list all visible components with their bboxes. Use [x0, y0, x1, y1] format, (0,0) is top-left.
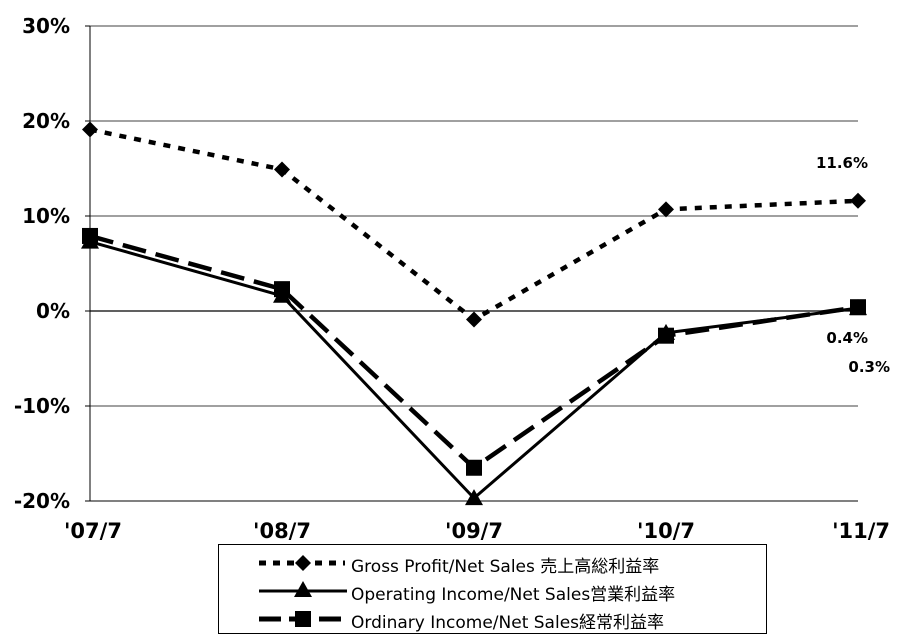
annotation-operating-last: 0.3% — [848, 358, 890, 376]
legend-item-operating: Operating Income/Net Sales営業利益率 — [219, 577, 766, 605]
x-tick-label: '08/7 — [253, 519, 311, 543]
y-tick-label: 30% — [22, 14, 70, 38]
y-tick-label: -10% — [14, 394, 70, 418]
y-tick-labels: 30% 20% 10% 0% -10% -20% — [14, 14, 70, 513]
legend-item-ordinary: Ordinary Income/Net Sales経常利益率 — [219, 605, 766, 633]
point-square — [466, 459, 482, 476]
legend-label-ordinary: Ordinary Income/Net Sales経常利益率 — [351, 613, 665, 633]
point-square — [274, 281, 290, 298]
data-annotations: 11.6% 0.4% 0.3% — [816, 154, 890, 376]
legend-swatch-gross — [259, 555, 345, 571]
point-diamond — [82, 121, 98, 138]
point-square — [82, 227, 98, 244]
chart-legend: Gross Profit/Net Sales 売上高総利益率 Operating… — [218, 544, 767, 634]
legend-label-operating: Operating Income/Net Sales営業利益率 — [351, 585, 676, 605]
x-tick-label: '09/7 — [445, 519, 503, 543]
point-square — [658, 327, 674, 344]
y-tick-label: 20% — [22, 109, 70, 133]
point-diamond — [274, 161, 290, 178]
x-tick-label: '07/7 — [64, 519, 122, 543]
annotation-gross-last: 11.6% — [816, 154, 868, 172]
x-tick-label: '10/7 — [637, 519, 695, 543]
x-tick-label: '11/7 — [832, 519, 890, 543]
series-group — [81, 121, 867, 506]
legend-swatch-ordinary — [259, 611, 347, 627]
axes — [85, 25, 858, 502]
point-triangle — [465, 489, 483, 506]
series-line-diamond — [89, 127, 859, 322]
point-diamond — [850, 192, 866, 209]
x-tick-labels: '07/7 '08/7 '09/7 '10/7 '11/7 — [64, 519, 890, 543]
point-diamond — [466, 311, 482, 328]
point-diamond — [658, 201, 674, 218]
gridlines — [90, 25, 858, 407]
y-tick-label: 10% — [22, 204, 70, 228]
y-tick-label: 0% — [36, 299, 70, 323]
legend-swatch-operating — [259, 581, 347, 597]
annotation-ordinary-last: 0.4% — [826, 329, 868, 347]
legend-item-gross: Gross Profit/Net Sales 売上高総利益率 — [219, 549, 766, 577]
legend-label-gross: Gross Profit/Net Sales 売上高総利益率 — [351, 557, 660, 577]
series-line-triangle — [89, 240, 859, 500]
series-line-square — [89, 233, 859, 470]
y-tick-label: -20% — [14, 489, 70, 513]
point-square — [850, 299, 866, 316]
